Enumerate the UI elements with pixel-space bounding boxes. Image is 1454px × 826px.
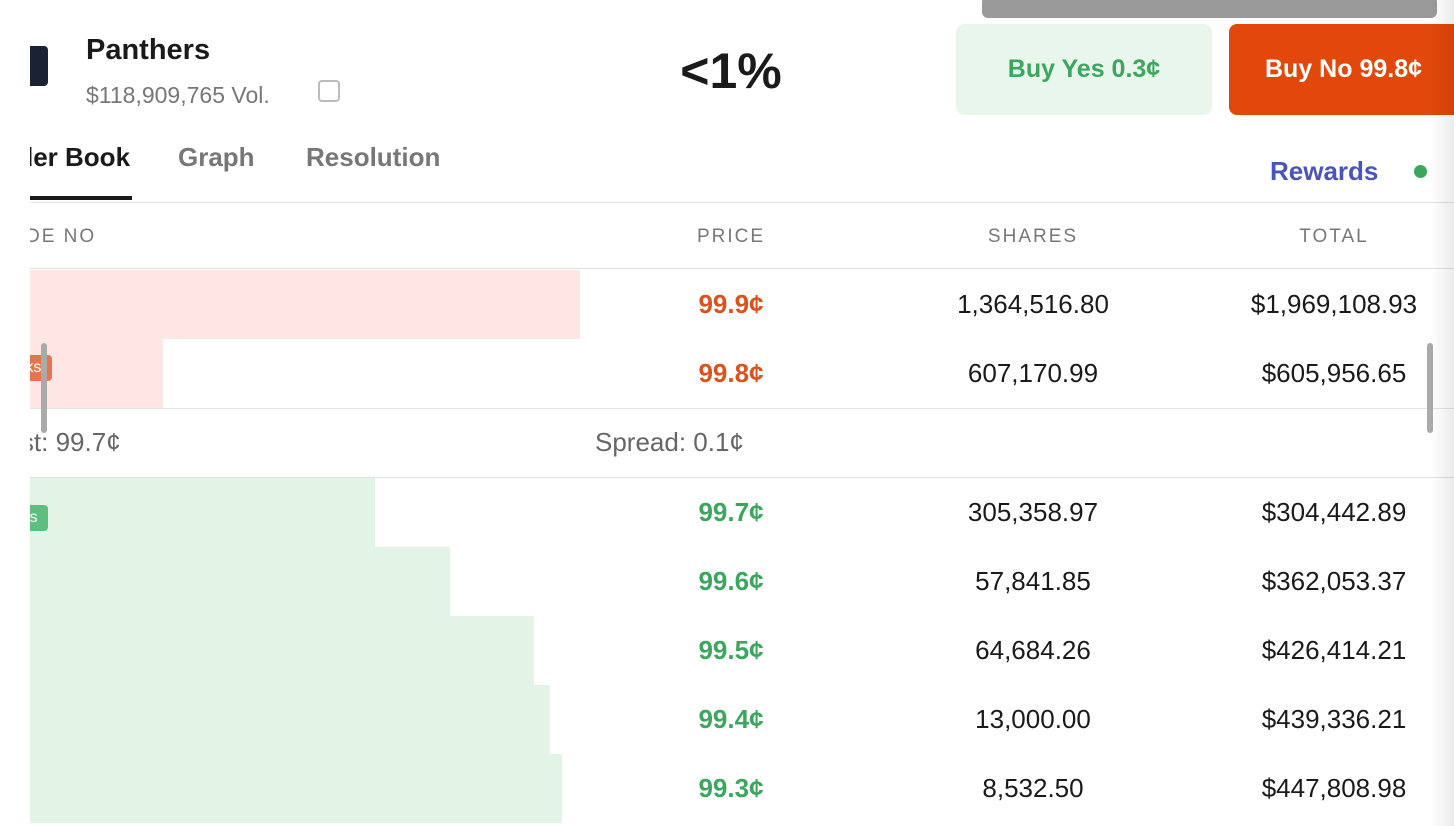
shares: 1,364,516.80 <box>957 289 1109 319</box>
total: $447,808.98 <box>1261 773 1407 803</box>
shares: 64,684.26 <box>975 635 1091 665</box>
scrollbar[interactable] <box>41 343 47 433</box>
tab[interactable]: Order Book <box>30 142 131 172</box>
divider <box>30 268 1454 269</box>
rewards-dot <box>1414 165 1427 178</box>
rewards-link[interactable]: Rewards <box>1270 156 1379 186</box>
team-logo <box>30 46 48 86</box>
price: 99.7¢ <box>698 497 764 527</box>
total: $304,442.89 <box>1261 497 1407 527</box>
total: $362,053.37 <box>1261 566 1407 596</box>
volume: $118,909,765 Vol. <box>86 82 270 108</box>
market-panel: Panthers $118,909,765 Vol. <1% Buy Yes 0… <box>30 0 1454 826</box>
price: 99.4¢ <box>698 704 764 734</box>
spread: Spread: 0.1¢ <box>595 427 744 457</box>
column-header: PRICE <box>696 226 766 247</box>
tab[interactable]: Graph <box>178 142 255 172</box>
shares: 57,841.85 <box>975 566 1091 596</box>
market-title: Panthers <box>86 34 211 66</box>
depth-bar <box>30 270 580 339</box>
scrollbar[interactable] <box>1427 343 1433 433</box>
price: 99.9¢ <box>698 289 764 319</box>
tab-underline <box>30 196 132 200</box>
depth-bar <box>30 616 534 685</box>
divider <box>30 202 1454 203</box>
depth-bar <box>30 478 375 547</box>
column-header: SHARES <box>987 226 1079 247</box>
column-header: TRADE NO <box>30 226 97 247</box>
price: 99.3¢ <box>698 773 764 803</box>
price: 99.5¢ <box>698 635 764 665</box>
depth-bar <box>30 547 450 616</box>
gift-icon[interactable] <box>318 80 340 102</box>
shares: 8,532.50 <box>982 773 1084 803</box>
divider <box>30 408 1454 409</box>
total: $1,969,108.93 <box>1250 289 1418 319</box>
buy-no-button[interactable]: Buy No 99.8¢ <box>1229 24 1454 115</box>
edge-shadow <box>1430 0 1454 826</box>
shares: 13,000.00 <box>975 704 1091 734</box>
chance: <1% <box>680 43 782 99</box>
divider <box>30 477 1454 478</box>
bids-badge: Bids <box>30 505 48 531</box>
shares: 305,358.97 <box>967 497 1099 527</box>
total: $426,414.21 <box>1261 635 1407 665</box>
shares: 607,170.99 <box>967 358 1099 388</box>
depth-bar <box>30 754 562 823</box>
depth-bar <box>30 685 550 754</box>
tab[interactable]: Resolution <box>306 142 441 172</box>
depth-bar <box>30 339 163 408</box>
price: 99.6¢ <box>698 566 764 596</box>
price: 99.8¢ <box>698 358 764 388</box>
total: $605,956.65 <box>1261 358 1407 388</box>
total: $439,336.21 <box>1261 704 1407 734</box>
buy-yes-button[interactable]: Buy Yes 0.3¢ <box>956 24 1212 115</box>
column-header: TOTAL <box>1299 226 1369 247</box>
toolbar <box>982 0 1437 18</box>
